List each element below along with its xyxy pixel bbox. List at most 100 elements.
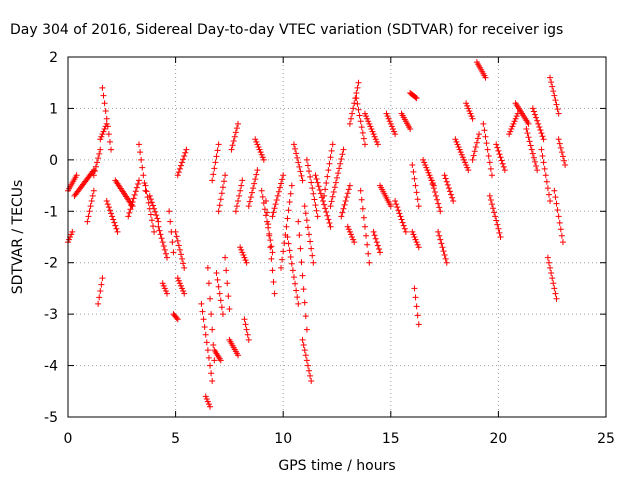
- data-point: [412, 182, 419, 189]
- data-point: [205, 280, 212, 287]
- data-point: [181, 153, 188, 159]
- data-point: [435, 228, 442, 235]
- x-tick-label: 0: [64, 431, 73, 447]
- x-tick-label: 5: [171, 431, 180, 447]
- data-point: [548, 79, 555, 86]
- data-point: [369, 128, 376, 135]
- data-point: [512, 115, 519, 122]
- data-point: [260, 156, 267, 163]
- data-point: [176, 280, 183, 287]
- data-point: [254, 141, 261, 148]
- data-point: [290, 274, 297, 281]
- data-point: [214, 147, 221, 154]
- data-point: [247, 194, 254, 201]
- data-point: [301, 347, 308, 354]
- data-point: [414, 196, 421, 203]
- data-point: [95, 300, 102, 307]
- data-point: [399, 219, 406, 226]
- data-point: [445, 185, 452, 192]
- data-point: [150, 223, 157, 230]
- data-point: [371, 133, 378, 140]
- data-point: [444, 181, 451, 188]
- data-point: [448, 191, 455, 198]
- data-point: [525, 120, 532, 127]
- data-point: [498, 157, 505, 164]
- data-point: [205, 401, 212, 408]
- data-point: [559, 153, 566, 160]
- data-point: [413, 189, 420, 196]
- data-point: [183, 146, 190, 153]
- data-point: [555, 136, 562, 143]
- data-point: [181, 290, 188, 297]
- data-point: [329, 141, 336, 148]
- data-point: [497, 154, 504, 161]
- data-point: [374, 242, 381, 249]
- data-point: [427, 174, 434, 181]
- data-point: [429, 181, 436, 188]
- data-point: [98, 281, 105, 288]
- data-point: [113, 225, 120, 232]
- data-point: [151, 205, 158, 212]
- data-point: [436, 204, 443, 211]
- data-point: [389, 126, 396, 132]
- data-point: [327, 223, 334, 230]
- data-point: [359, 129, 366, 136]
- data-point: [176, 246, 183, 253]
- data-point: [547, 74, 554, 81]
- data-point: [413, 95, 420, 102]
- data-point: [280, 248, 287, 255]
- data-point: [343, 194, 350, 201]
- data-point: [439, 244, 446, 251]
- data-point: [415, 244, 422, 251]
- data-point: [208, 311, 215, 318]
- data-point: [309, 252, 316, 259]
- data-point: [558, 149, 565, 156]
- data-point: [410, 231, 417, 238]
- data-point: [440, 248, 447, 255]
- data-point: [412, 294, 419, 301]
- data-point: [484, 146, 491, 153]
- data-point: [470, 152, 477, 159]
- data-point: [396, 210, 403, 217]
- data-point: [238, 182, 245, 189]
- data-point: [344, 223, 351, 230]
- data-point: [372, 136, 379, 143]
- data-point: [533, 114, 540, 121]
- data-point: [312, 172, 319, 179]
- data-point: [310, 190, 317, 197]
- data-point: [162, 250, 169, 257]
- data-point: [496, 229, 503, 236]
- data-point: [421, 159, 428, 166]
- y-tick-label: -3: [44, 307, 58, 323]
- data-point: [303, 357, 310, 364]
- data-point: [276, 184, 283, 191]
- data-point: [350, 105, 357, 112]
- data-point: [428, 177, 435, 184]
- data-point: [531, 111, 538, 118]
- data-point: [103, 115, 110, 122]
- data-point: [326, 160, 333, 167]
- data-point: [552, 97, 559, 104]
- data-point: [460, 156, 467, 163]
- data-point: [511, 118, 518, 125]
- data-point: [209, 378, 216, 384]
- data-point: [345, 226, 352, 233]
- data-point: [139, 164, 146, 171]
- data-point: [323, 209, 330, 216]
- data-point: [321, 201, 328, 208]
- data-point: [161, 246, 168, 253]
- data-point: [268, 243, 275, 250]
- data-point: [346, 120, 353, 127]
- data-point: [160, 282, 167, 289]
- data-point: [103, 120, 110, 127]
- data-point: [100, 128, 107, 135]
- data-point: [401, 225, 408, 232]
- data-point: [534, 117, 541, 124]
- data-point: [412, 94, 419, 101]
- data-point: [371, 232, 378, 239]
- data-point: [258, 187, 265, 194]
- data-point: [217, 357, 224, 364]
- data-point: [133, 184, 140, 191]
- data-point: [293, 287, 300, 294]
- data-point: [534, 167, 541, 174]
